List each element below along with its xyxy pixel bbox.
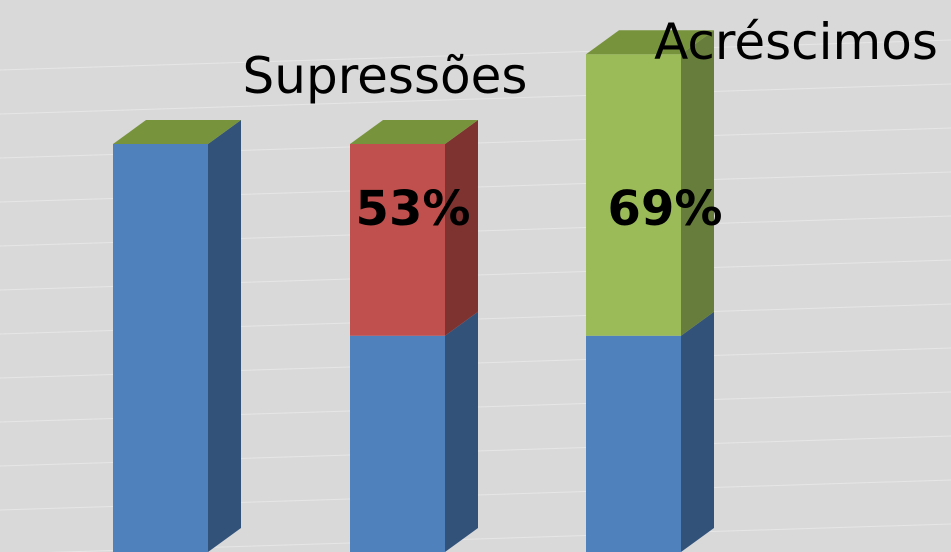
gridline — [0, 83, 951, 115]
bar-2 — [350, 120, 478, 552]
bar-segment-front — [350, 144, 445, 336]
data-label: 69% — [608, 181, 723, 237]
bar-segment-side — [681, 30, 714, 336]
bar-segment-front — [113, 144, 208, 552]
category-label: Acréscimos — [654, 13, 938, 71]
bar-1 — [113, 120, 241, 552]
bar-3 — [586, 30, 714, 552]
bar-segment-front — [586, 335, 681, 552]
bar-top-cap — [113, 120, 241, 144]
bar-top-cap — [350, 120, 478, 144]
gridline — [0, 39, 951, 71]
bar-segment-side — [445, 120, 478, 336]
bar-top-cap — [586, 30, 714, 55]
bar-segment-side — [681, 311, 714, 552]
bars — [113, 30, 714, 552]
labels: Supressões Acréscimos 53% 69% — [243, 13, 938, 237]
category-label: Supressões — [243, 47, 528, 105]
data-label: 53% — [356, 181, 471, 237]
bar-segment-side — [208, 120, 241, 552]
bar-segment-side — [445, 311, 478, 552]
bar-segment-front — [586, 54, 681, 336]
bar-segment-front — [350, 335, 445, 552]
